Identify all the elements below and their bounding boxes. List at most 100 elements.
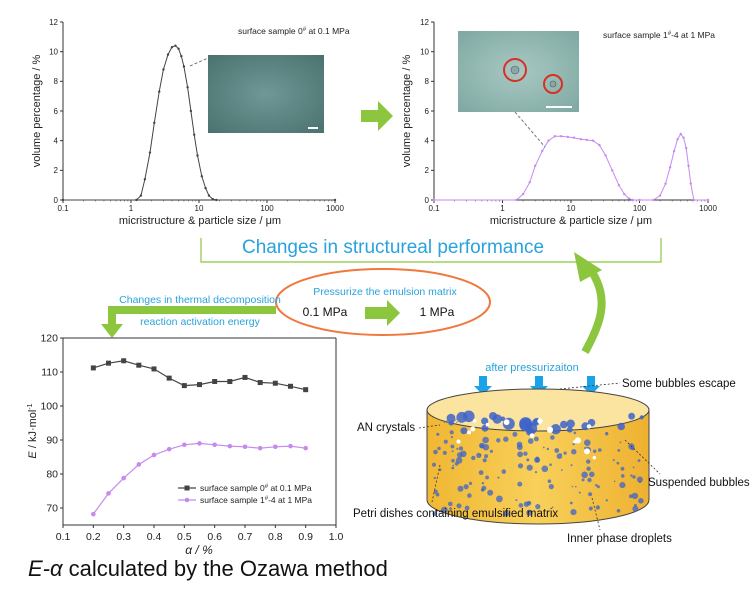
droplet (542, 446, 545, 449)
annotation-left: surface sample 0# at 0.1 MPa (238, 26, 350, 36)
micrograph-right-scalebar (546, 106, 572, 108)
x-tick-label: 0.7 (238, 531, 253, 543)
data-point (143, 178, 147, 181)
droplet (481, 482, 485, 485)
droplet (527, 438, 534, 444)
data-point (158, 90, 161, 93)
data-point (288, 383, 293, 389)
bubble (573, 440, 577, 444)
droplet (560, 469, 563, 471)
thermal-arrow-head-icon (101, 324, 123, 338)
x-tick-label: 100 (633, 204, 647, 213)
droplet (613, 480, 616, 483)
data-point (166, 375, 172, 381)
data-point (689, 182, 692, 185)
data-point (273, 444, 278, 450)
data-point (242, 444, 248, 450)
data-point (658, 194, 662, 197)
y-tick-label: 90 (46, 435, 58, 447)
bubble (584, 448, 590, 455)
droplet (620, 466, 625, 471)
data-point (303, 387, 309, 393)
droplet (518, 503, 524, 508)
legend-sup: # (265, 496, 269, 502)
bubble (586, 424, 592, 429)
droplet (479, 454, 482, 456)
y-tick-label: 100 (40, 401, 58, 413)
data-point (162, 68, 165, 71)
droplet (636, 476, 643, 483)
micrograph-right-leader (514, 111, 546, 148)
micrograph-left-scalebar (308, 127, 318, 129)
droplet (481, 417, 489, 425)
data-point (197, 441, 202, 446)
droplet (569, 501, 573, 505)
droplet (586, 466, 591, 471)
droplet (534, 436, 539, 442)
droplet (616, 461, 620, 465)
label-an-crystals: AN crystals (357, 422, 415, 434)
droplet (616, 509, 621, 513)
droplet (583, 447, 586, 449)
data-point (257, 380, 263, 386)
data-point (333, 198, 337, 202)
droplet (482, 458, 487, 463)
x-tick-label: 100 (260, 204, 274, 213)
y-tick-label: 0 (425, 196, 430, 205)
x-axis-label: micristructure & particle size / μm (119, 215, 281, 227)
data-point (528, 181, 531, 184)
data-point (196, 154, 199, 157)
data-point (227, 443, 233, 449)
y-tick-label: 70 (46, 503, 58, 515)
data-point (692, 198, 695, 202)
micrograph-left (208, 55, 324, 133)
series-line-0 (63, 45, 335, 201)
data-point (533, 164, 537, 168)
series-line-0 (434, 133, 708, 201)
legend-marker-1 (184, 497, 190, 503)
droplet (517, 451, 523, 458)
y-tick-label: 8 (425, 77, 430, 86)
data-point (288, 443, 293, 449)
bubble (503, 419, 510, 426)
data-point (121, 475, 126, 481)
droplet (432, 511, 438, 517)
droplet (436, 432, 440, 436)
droplet (446, 413, 456, 423)
data-point (591, 139, 595, 142)
an-crystal (455, 417, 463, 424)
droplet (479, 444, 484, 448)
droplet (581, 422, 590, 431)
chart-particle-size-left: 0.1 1 10 100 1000 0 2 4 6 8 10 12 micristructure & p… (31, 18, 350, 227)
data-point (193, 133, 196, 136)
data-point (521, 192, 525, 196)
droplet (550, 424, 561, 435)
droplet (595, 505, 600, 510)
droplet (631, 492, 639, 500)
legend-tail: -4 at 1 MPa (268, 495, 312, 505)
x-tick-label: 1.0 (329, 531, 344, 543)
data-point (676, 137, 679, 141)
data-point (106, 360, 111, 366)
y-tick-label: 6 (425, 107, 430, 116)
droplet (451, 458, 455, 463)
droplet (454, 461, 459, 466)
headline-bracket (200, 238, 662, 263)
x-tick-label: 0.1 (56, 531, 71, 543)
droplet (448, 501, 453, 507)
droplet (621, 474, 625, 478)
droplet (451, 466, 455, 470)
y-tick-label: 2 (54, 166, 59, 175)
droplet (450, 436, 453, 439)
data-point (136, 362, 142, 368)
droplet (638, 498, 644, 504)
caption-rest: calculated by the Ozawa method (62, 556, 388, 581)
x-tick-label: 10 (567, 204, 576, 213)
data-point (215, 198, 218, 202)
data-point (687, 164, 690, 168)
x-tick-label: 1000 (699, 204, 717, 213)
droplet (588, 492, 593, 497)
data-point (211, 198, 215, 201)
x-tick-label: 0.6 (207, 531, 222, 543)
droplet (589, 471, 595, 478)
